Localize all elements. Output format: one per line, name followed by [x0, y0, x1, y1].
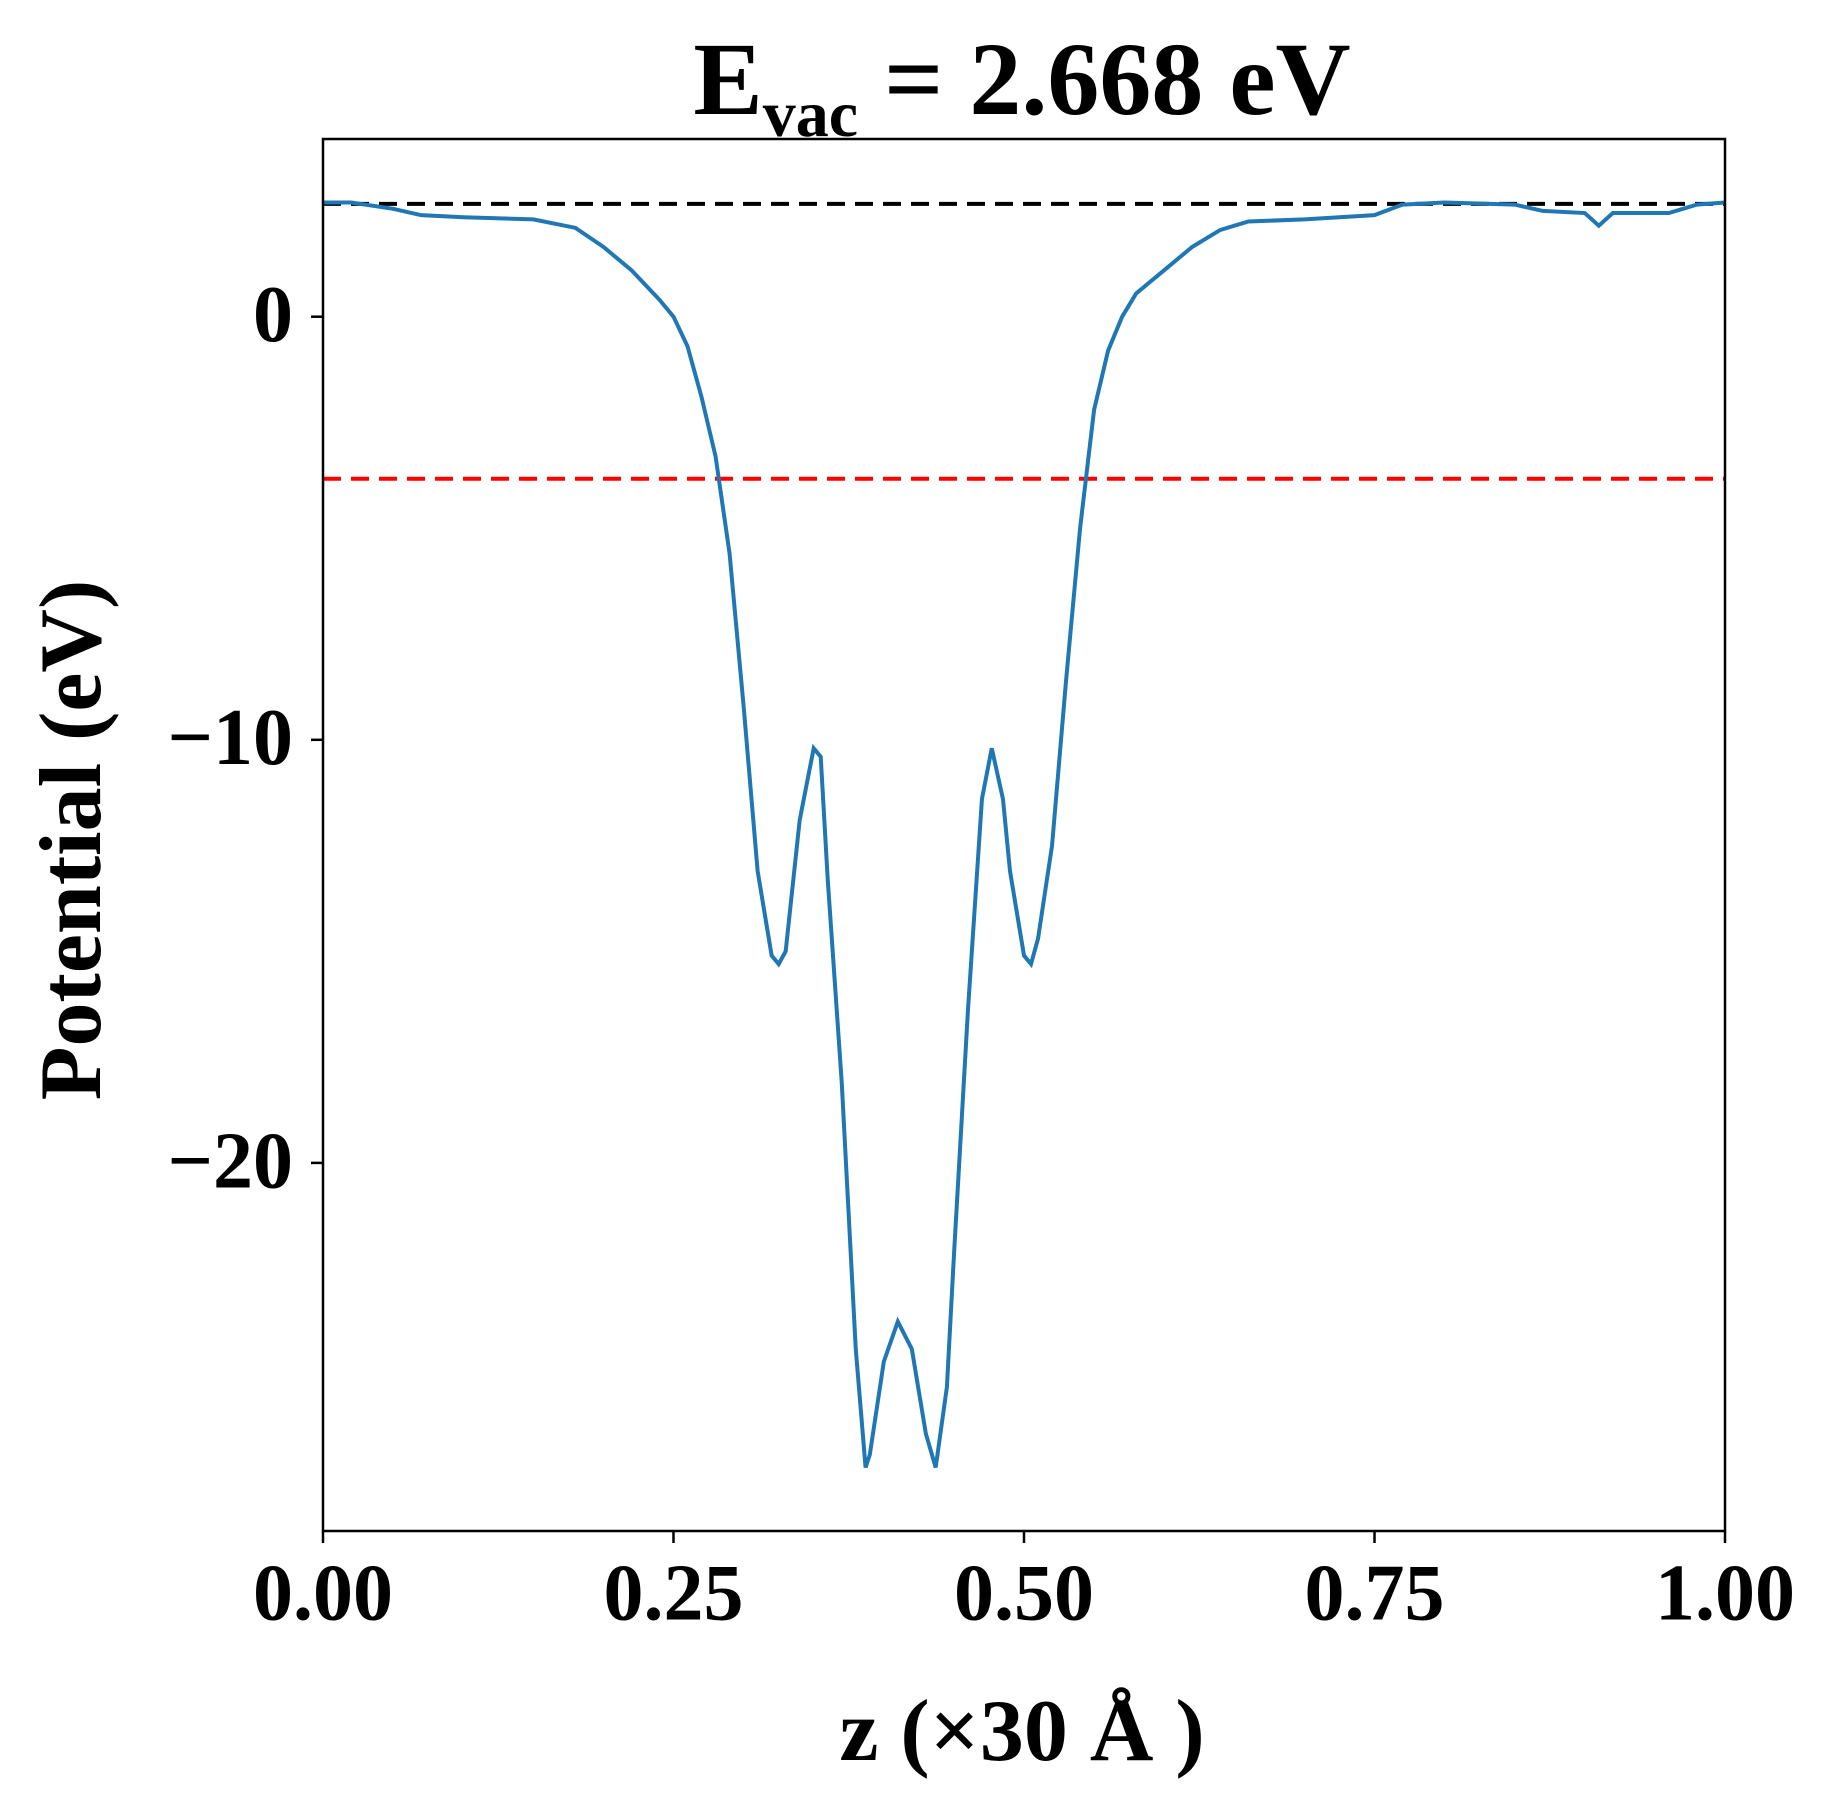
- x-axis-label: z (×30 Å ): [839, 1683, 1204, 1780]
- plot-frame: [321, 137, 1727, 1533]
- x-tick-label: 0.75: [1305, 1549, 1445, 1637]
- y-tick-label: −10: [167, 694, 293, 782]
- y-tick-label: −20: [167, 1117, 293, 1205]
- x-tick-label: 0.50: [954, 1549, 1094, 1637]
- chart-title: Evac = 2.668 eV: [693, 22, 1350, 151]
- x-tick-label: 0.00: [253, 1549, 393, 1637]
- y-tick-label: 0: [253, 271, 293, 359]
- x-tick-label: 0.25: [604, 1549, 744, 1637]
- title-main: E: [693, 22, 762, 137]
- x-tick-label: 1.00: [1655, 1549, 1795, 1637]
- title-rest: = 2.668 eV: [858, 22, 1351, 137]
- potential-line: [323, 200, 1726, 1469]
- y-axis-label: Potential (eV): [23, 580, 120, 1100]
